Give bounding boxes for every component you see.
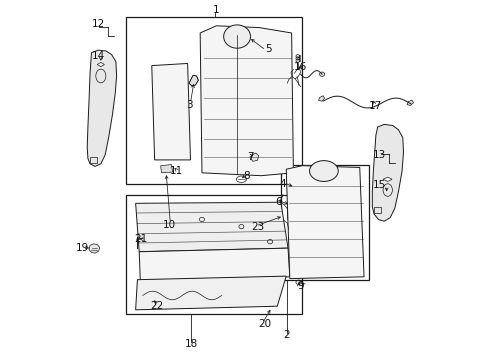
Text: 13: 13	[373, 150, 386, 160]
Text: 8: 8	[244, 171, 250, 181]
Text: 11: 11	[170, 166, 183, 176]
Text: 2: 2	[284, 330, 290, 340]
Bar	[125, 195, 302, 315]
Text: 7: 7	[247, 152, 254, 162]
Polygon shape	[372, 125, 403, 221]
Text: 17: 17	[369, 102, 383, 112]
Text: 15: 15	[373, 180, 386, 190]
Polygon shape	[318, 96, 324, 101]
Polygon shape	[383, 177, 392, 181]
Polygon shape	[161, 165, 172, 173]
Polygon shape	[136, 202, 288, 252]
Text: 21: 21	[134, 234, 147, 244]
Text: 4: 4	[279, 179, 286, 189]
Ellipse shape	[223, 25, 250, 48]
Polygon shape	[407, 100, 414, 105]
Text: 14: 14	[91, 51, 104, 61]
Bar	[281, 165, 368, 280]
Text: 3: 3	[186, 100, 193, 110]
Ellipse shape	[319, 72, 324, 76]
Polygon shape	[189, 75, 198, 86]
Bar	[125, 17, 302, 184]
Polygon shape	[87, 50, 117, 166]
Bar	[374, 207, 381, 213]
Text: 1: 1	[213, 5, 220, 15]
Polygon shape	[89, 244, 100, 253]
Polygon shape	[251, 153, 259, 161]
Text: 22: 22	[150, 301, 164, 311]
Polygon shape	[200, 26, 294, 176]
Polygon shape	[136, 276, 286, 310]
Ellipse shape	[310, 161, 338, 181]
Text: 9: 9	[297, 281, 304, 291]
Polygon shape	[286, 166, 364, 279]
Text: 6: 6	[275, 197, 282, 207]
Polygon shape	[139, 248, 290, 280]
Text: 20: 20	[258, 319, 271, 329]
Text: 12: 12	[91, 19, 104, 29]
Polygon shape	[97, 62, 104, 67]
Text: 5: 5	[265, 44, 271, 54]
Text: 10: 10	[163, 220, 176, 230]
Text: 16: 16	[294, 62, 307, 72]
Text: 19: 19	[76, 243, 89, 253]
Polygon shape	[152, 63, 191, 160]
Text: 23: 23	[251, 222, 264, 231]
Bar	[90, 157, 97, 163]
Text: 18: 18	[185, 339, 198, 349]
